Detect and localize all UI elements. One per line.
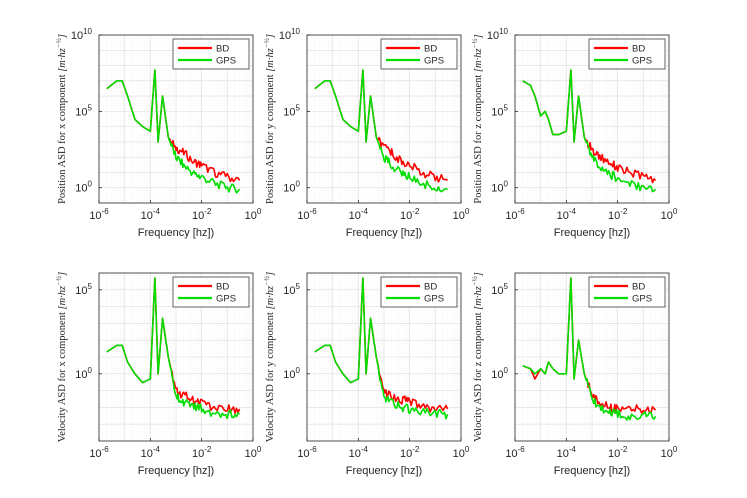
y-tick-label: 105	[491, 282, 508, 297]
subplot-1: 10-6 10-4 10-2 100 100 105 1010 Frequency [hz])…	[55, 27, 262, 239]
x-axis-label: Frequency [hz])	[138, 227, 214, 239]
x-tick-label: 10-2	[400, 445, 420, 460]
y-tick-label: 100	[75, 366, 92, 381]
axes-box	[98, 272, 254, 442]
legend-label-bd: BD	[424, 282, 437, 293]
y-axis-label: Velocity ASD for x component [m·hz−½]	[55, 272, 68, 442]
y-axis-label: Position ASD for z component [m·hz−½]	[471, 34, 484, 203]
y-tick-label: 105	[283, 103, 300, 118]
axes-box	[514, 34, 670, 204]
y-tick-label: 100	[283, 180, 300, 195]
subplot-6: 10-6 10-4 10-2 100 100 105 Frequency [hz]) Velo…	[471, 272, 678, 477]
axes-box	[306, 272, 462, 442]
x-axis-label: Frequency [hz])	[554, 227, 630, 239]
x-tick-label: 10-2	[400, 207, 420, 222]
y-tick-label: 105	[283, 282, 300, 297]
legend-label-gps: GPS	[424, 294, 444, 305]
series-line-gps	[314, 69, 448, 193]
x-tick-label: 10-4	[557, 445, 577, 460]
y-tick-label: 1010	[279, 27, 301, 42]
legend-label-gps: GPS	[632, 56, 652, 67]
legend-label-bd: BD	[216, 44, 229, 55]
x-tick-label: 10-4	[141, 445, 161, 460]
legend-box	[588, 276, 666, 308]
x-tick-label: 10-6	[505, 445, 525, 460]
legend-label-bd: BD	[632, 44, 645, 55]
x-tick-label: 100	[453, 445, 470, 460]
legend-label-gps: GPS	[424, 56, 444, 67]
legend-box	[172, 276, 250, 308]
y-tick-label: 1010	[487, 27, 509, 42]
y-tick-label: 100	[491, 180, 508, 195]
legend-label-gps: GPS	[216, 294, 236, 305]
x-tick-label: 10-6	[505, 207, 525, 222]
x-axis-label: Frequency [hz])	[346, 227, 422, 239]
x-tick-label: 10-2	[192, 445, 212, 460]
x-tick-label: 10-4	[349, 445, 369, 460]
series-line-gps	[106, 277, 241, 420]
x-tick-label: 10-6	[89, 207, 109, 222]
x-axis-label: Frequency [hz])	[346, 465, 422, 477]
x-tick-label: 10-6	[297, 207, 317, 222]
axes-box	[514, 272, 670, 442]
y-tick-label: 1010	[71, 27, 93, 42]
x-tick-label: 10-2	[192, 207, 212, 222]
y-tick-label: 100	[283, 366, 300, 381]
x-tick-label: 100	[453, 207, 470, 222]
x-tick-label: 10-2	[608, 207, 628, 222]
x-tick-label: 10-6	[89, 445, 109, 460]
x-tick-label: 10-4	[349, 207, 369, 222]
x-tick-label: 100	[661, 207, 678, 222]
x-tick-label: 100	[661, 445, 678, 460]
series-line-gps	[106, 69, 241, 194]
x-tick-label: 10-4	[141, 207, 161, 222]
legend-box	[172, 38, 250, 70]
legend-label-bd: BD	[216, 282, 229, 293]
y-tick-label: 105	[75, 282, 92, 297]
legend-label-gps: GPS	[216, 56, 236, 67]
x-axis-label: Frequency [hz])	[138, 465, 214, 477]
legend-label-bd: BD	[632, 282, 645, 293]
axes-box	[306, 34, 462, 204]
y-tick-label: 105	[491, 103, 508, 118]
legend-box	[380, 38, 458, 70]
x-tick-label: 10-6	[297, 445, 317, 460]
y-axis-label: Velocity ASD for y component [m·hz−½]	[263, 272, 276, 442]
y-tick-label: 105	[75, 103, 92, 118]
x-tick-label: 10-2	[608, 445, 628, 460]
y-tick-label: 100	[491, 366, 508, 381]
x-axis-label: Frequency [hz])	[554, 465, 630, 477]
series-line-gps	[522, 277, 657, 421]
subplot-4: 10-6 10-4 10-2 100 100 105 Frequency [hz]) Velo…	[55, 272, 262, 477]
legend-box	[588, 38, 666, 70]
subplot-2: 10-6 10-4 10-2 100 100 105 1010 Frequency [hz])…	[263, 27, 470, 239]
subplot-5: 10-6 10-4 10-2 100 100 105 Frequency [hz]) Velo…	[263, 272, 470, 477]
x-tick-label: 100	[245, 207, 262, 222]
x-tick-label: 10-4	[557, 207, 577, 222]
y-axis-label: Position ASD for x component [m·hz−½]	[55, 34, 68, 204]
series-line-gps	[314, 277, 449, 420]
legend-box	[380, 276, 458, 308]
axes-box	[98, 34, 254, 204]
legend-label-gps: GPS	[632, 294, 652, 305]
x-tick-label: 100	[245, 445, 262, 460]
legend-label-bd: BD	[424, 44, 437, 55]
subplot-3: 10-6 10-4 10-2 100 100 105 1010 Frequency [hz])…	[471, 27, 678, 239]
y-axis-label: Velocity ASD for z component [m·hz−½]	[471, 272, 484, 442]
y-axis-label: Position ASD for y component [m·hz−½]	[263, 34, 276, 204]
series-line-gps	[522, 69, 657, 193]
y-tick-label: 100	[75, 180, 92, 195]
